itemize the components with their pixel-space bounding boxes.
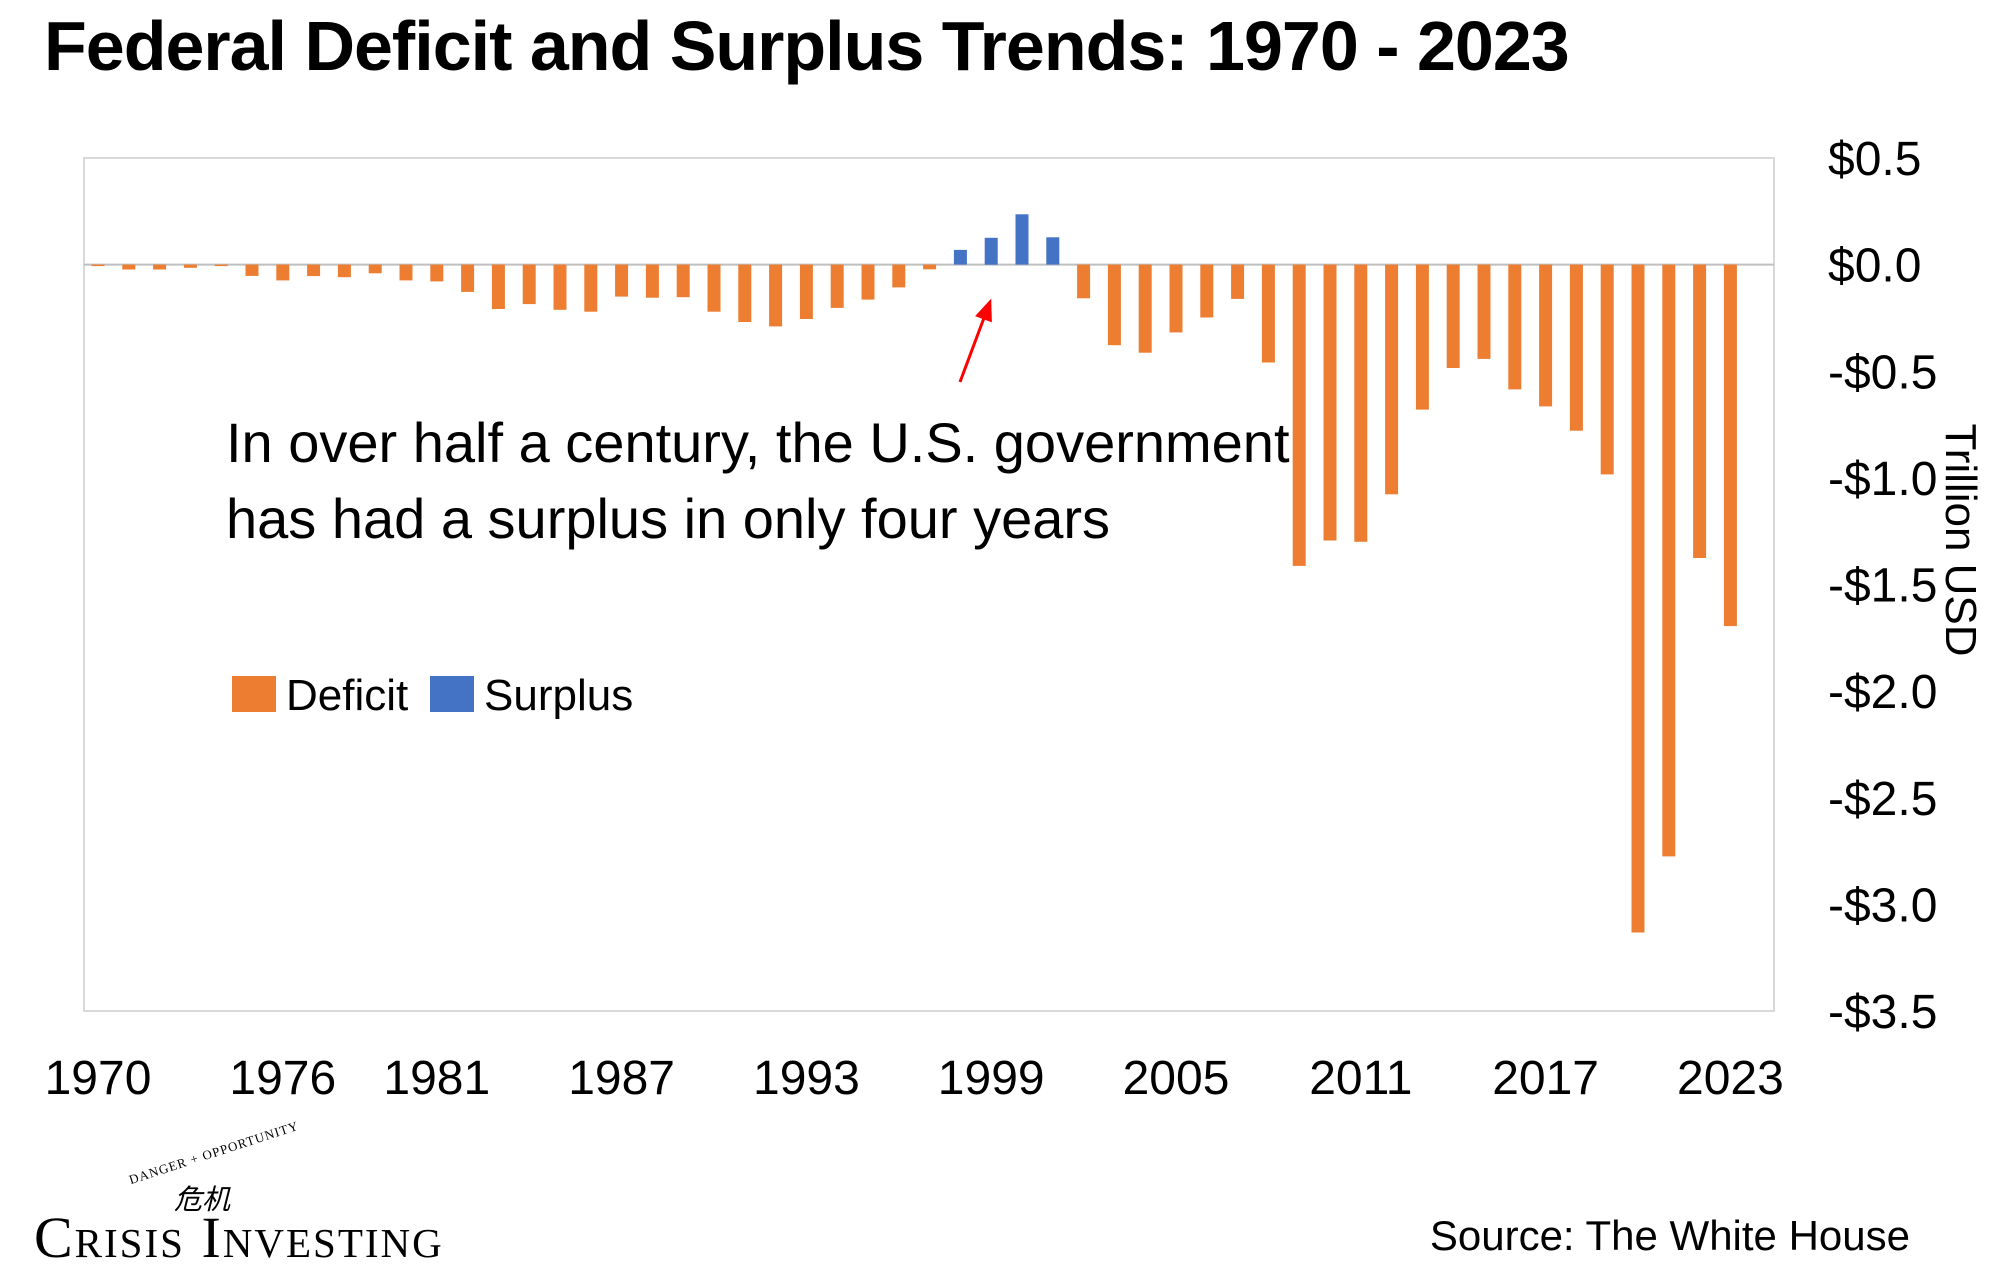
bar-2008 <box>1261 264 1275 363</box>
crisis-investing-logo: DANGER + OPPORTUNITY 危机 Crisis Investing <box>34 1118 554 1270</box>
x-tick-label: 1970 <box>45 1052 152 1105</box>
annotation-line-2: has had a surplus in only four years <box>226 487 1110 550</box>
bar-2023 <box>1723 264 1737 627</box>
x-tick-label: 1976 <box>229 1052 336 1105</box>
bar-2022 <box>1693 264 1707 558</box>
bar-1994 <box>830 264 844 308</box>
y-axis-label: Trillion USD <box>1936 423 1985 656</box>
bar-1979 <box>368 264 382 274</box>
bar-1970 <box>91 264 105 267</box>
bar-2019 <box>1600 264 1614 475</box>
bar-1973 <box>183 264 197 268</box>
y-tick-label: -$1.5 <box>1828 560 1937 613</box>
bar-1996 <box>892 264 906 288</box>
bar-2018 <box>1569 264 1583 431</box>
y-tick-label: $0.0 <box>1828 240 1921 293</box>
bar-1977 <box>307 264 321 277</box>
y-tick-label: -$3.0 <box>1828 879 1937 932</box>
x-tick-label: 2005 <box>1123 1052 1230 1105</box>
bar-1992 <box>769 264 783 327</box>
bar-1974 <box>214 264 228 267</box>
bar-2017 <box>1539 264 1553 407</box>
bar-1989 <box>676 264 690 298</box>
legend-swatch-deficit <box>232 676 276 712</box>
legend: Deficit Surplus <box>232 671 633 720</box>
legend-label-deficit: Deficit <box>286 671 408 720</box>
bar-2015 <box>1477 264 1491 359</box>
bar-2021 <box>1662 264 1676 857</box>
bar-1999 <box>984 237 998 265</box>
bar-1981 <box>430 264 444 282</box>
bar-1982 <box>461 264 475 292</box>
bar-2020 <box>1631 264 1645 933</box>
source-note: Source: The White House <box>1429 1212 1910 1259</box>
bar-2014 <box>1446 264 1460 368</box>
bar-2003 <box>1107 264 1121 346</box>
y-tick-labels: $0.5 $0.0 -$0.5 -$1.0 -$1.5 -$2.0 -$2.5 -$3.0 -$… <box>1828 133 1937 1039</box>
bar-2012 <box>1385 264 1399 495</box>
y-tick-label: -$2.0 <box>1828 666 1937 719</box>
bar-1972 <box>153 264 167 270</box>
bar-1987 <box>615 264 629 297</box>
bar-1998 <box>953 249 967 265</box>
bar-1995 <box>861 264 875 300</box>
x-tick-label: 1987 <box>568 1052 675 1105</box>
bar-2002 <box>1077 264 1091 299</box>
logo-wordmark: Crisis Investing <box>34 1205 444 1270</box>
bar-1984 <box>522 264 536 305</box>
annotation-arrow <box>958 313 988 383</box>
annotation-arrow-head <box>975 298 992 323</box>
bar-2010 <box>1323 264 1337 541</box>
x-tick-label: 2011 <box>1309 1052 1412 1105</box>
bar-1985 <box>553 264 567 310</box>
bar-2016 <box>1508 264 1522 390</box>
bar-1983 <box>491 264 505 309</box>
bar-2004 <box>1138 264 1152 353</box>
legend-swatch-surplus <box>430 676 474 712</box>
x-tick-label: 2023 <box>1677 1052 1784 1105</box>
annotation-line-1: In over half a century, the U.S. governm… <box>226 411 1290 474</box>
y-tick-label: $0.5 <box>1828 133 1921 186</box>
bar-1991 <box>738 264 752 322</box>
plot-area <box>83 157 1775 1012</box>
bars-group <box>91 214 1737 933</box>
bar-1980 <box>399 264 413 281</box>
bar-1990 <box>707 264 721 312</box>
bar-2001 <box>1046 237 1060 265</box>
bar-1997 <box>923 264 937 270</box>
bar-2005 <box>1169 264 1183 333</box>
bar-2013 <box>1415 264 1429 410</box>
y-tick-label: -$1.0 <box>1828 453 1937 506</box>
y-tick-label: -$2.5 <box>1828 773 1937 826</box>
bar-1978 <box>337 264 351 278</box>
y-tick-label: -$0.5 <box>1828 346 1937 399</box>
bar-1975 <box>245 264 259 276</box>
bar-1971 <box>122 264 136 270</box>
bar-2000 <box>1015 214 1029 265</box>
x-tick-labels: 1970 1976 1981 1987 1993 1999 2005 2011 2017 2023 <box>45 1052 1784 1105</box>
annotation: In over half a century, the U.S. governm… <box>226 298 1290 550</box>
x-tick-label: 1999 <box>938 1052 1045 1105</box>
y-tick-label: -$3.5 <box>1828 986 1937 1039</box>
bar-1976 <box>276 264 290 281</box>
bar-2011 <box>1354 264 1368 542</box>
logo-glyph: 危机 <box>174 1183 231 1216</box>
bar-2007 <box>1231 264 1245 299</box>
chart-title: Federal Deficit and Surplus Trends: 1970… <box>44 7 1570 85</box>
bar-1986 <box>584 264 598 312</box>
bar-2009 <box>1292 264 1306 566</box>
bar-1993 <box>799 264 813 319</box>
legend-label-surplus: Surplus <box>484 671 633 720</box>
bar-2006 <box>1200 264 1214 318</box>
bar-1988 <box>645 264 659 298</box>
x-tick-label: 1981 <box>383 1052 490 1105</box>
x-tick-label: 2017 <box>1492 1052 1599 1105</box>
x-tick-label: 1993 <box>753 1052 860 1105</box>
